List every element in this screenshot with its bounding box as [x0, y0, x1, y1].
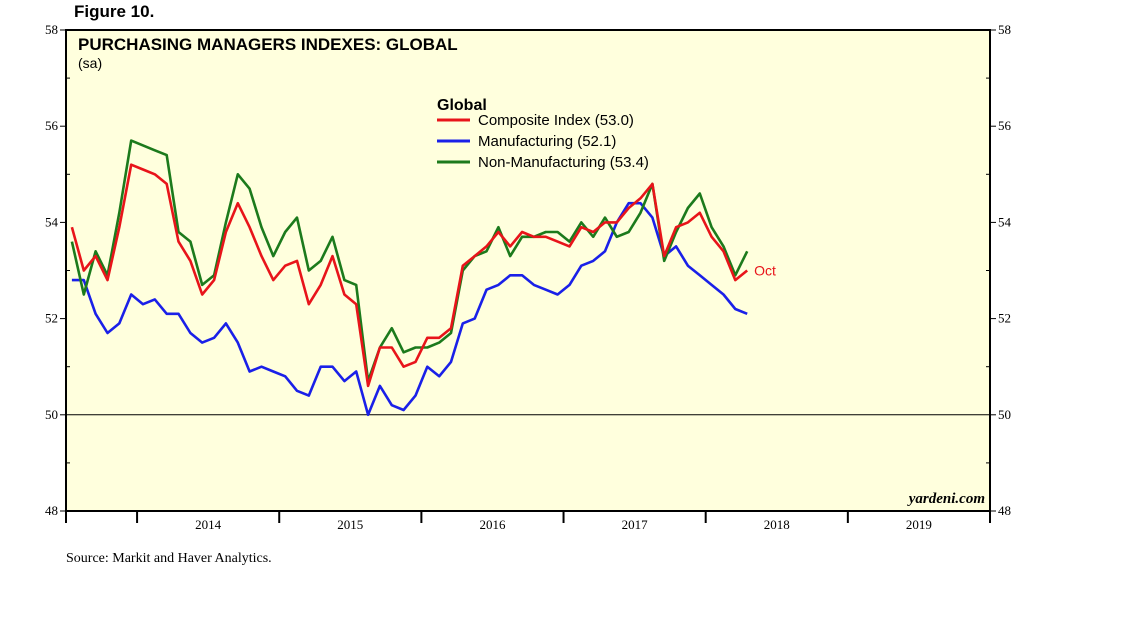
legend-label-0: Composite Index (53.0)	[478, 112, 634, 129]
legend: Global Composite Index (53.0) Manufacturi…	[437, 97, 649, 171]
x-tick-label-2015: 2015	[337, 517, 363, 532]
figure-label: Figure 10.	[74, 2, 155, 21]
x-tick-label-2018: 2018	[764, 517, 790, 532]
x-tick-label-2019: 2019	[906, 517, 932, 532]
x-tick-label-2016: 2016	[479, 517, 506, 532]
legend-label-1: Manufacturing (52.1)	[478, 133, 616, 150]
y-tick-label-left: 48	[45, 503, 58, 518]
y-tick-label-right: 52	[998, 311, 1011, 326]
chart-title: PURCHASING MANAGERS INDEXES: GLOBAL	[78, 35, 458, 54]
x-tick-label-2014: 2014	[195, 517, 222, 532]
series-layer	[70, 139, 749, 417]
end-label-oct: Oct	[754, 263, 776, 279]
plot-background	[65, 29, 991, 512]
y-tick-label-right: 50	[998, 407, 1011, 422]
brand-watermark: yardeni.com	[907, 491, 985, 507]
x-tick-label-2017: 2017	[622, 517, 649, 532]
y-tick-label-right: 48	[998, 503, 1011, 518]
series-line-0	[70, 163, 749, 388]
y-tick-label-left: 58	[45, 22, 58, 37]
y-tick-label-right: 54	[998, 214, 1012, 229]
y-tick-label-right: 58	[998, 22, 1011, 37]
legend-label-2: Non-Manufacturing (53.4)	[478, 154, 649, 171]
source-note: Source: Markit and Haver Analytics.	[66, 551, 272, 566]
y-tick-label-left: 52	[45, 311, 58, 326]
y-tick-label-left: 56	[45, 118, 59, 133]
series-line-2	[70, 139, 749, 383]
y-tick-label-left: 54	[45, 214, 59, 229]
tick-layer: 48 48 50 50 52 52 54 54 56 56 58 58 2014 2015 2016 2017…	[45, 22, 1012, 532]
y-tick-label-right: 56	[998, 118, 1012, 133]
chart-subtitle: (sa)	[78, 55, 102, 71]
legend-title: Global	[437, 97, 487, 114]
y-tick-label-left: 50	[45, 407, 58, 422]
